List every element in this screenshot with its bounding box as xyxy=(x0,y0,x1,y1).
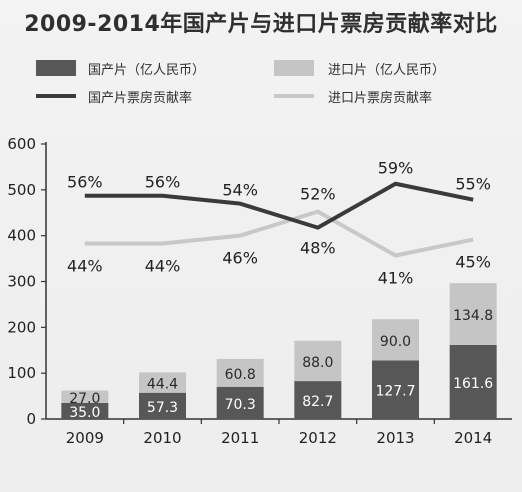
y-tick-label: 500 xyxy=(7,181,36,199)
y-tick-label: 600 xyxy=(7,135,36,153)
bar-domestic xyxy=(294,381,342,419)
bar-import-value-label: 27.0 xyxy=(69,391,100,407)
line-import-rate-label: 46% xyxy=(222,249,258,268)
bar-domestic-value-label: 70.3 xyxy=(225,397,256,413)
bar-import xyxy=(139,372,186,393)
bar-domestic xyxy=(139,392,186,419)
legend-swatch-domestic-rate xyxy=(36,94,76,98)
line-domestic-rate-label: 56% xyxy=(145,173,181,192)
x-tick-label: 2009 xyxy=(66,429,104,447)
line-domestic-rate-label: 54% xyxy=(222,181,258,200)
legend-swatch-import-rate xyxy=(274,94,314,98)
line-import-rate xyxy=(84,209,474,258)
y-tick-label: 0 xyxy=(26,410,36,428)
x-tick-label: 2011 xyxy=(221,429,259,447)
bar-import-value-label: 60.8 xyxy=(225,367,256,383)
x-tick-label: 2010 xyxy=(143,429,181,447)
bar-domestic-value-label: 161.6 xyxy=(453,376,493,392)
x-tick-label: 2013 xyxy=(376,429,414,447)
bar-import xyxy=(294,340,342,382)
line-import-rate-label: 52% xyxy=(300,185,336,204)
line-domestic-rate-label: 56% xyxy=(67,173,103,192)
line-domestic-rate-label: 59% xyxy=(378,159,414,178)
x-tick-label: 2012 xyxy=(299,429,337,447)
bar-import xyxy=(216,358,264,387)
y-tick-label: 100 xyxy=(7,364,36,382)
y-tick-label: 300 xyxy=(7,273,36,291)
line-import-rate-label: 44% xyxy=(145,257,181,276)
y-tick-label: 400 xyxy=(7,227,36,245)
bar-import xyxy=(61,390,109,403)
chart-title: 2009-2014年国产片与进口片票房贡献率对比 xyxy=(24,12,498,37)
bar-import-value-label: 88.0 xyxy=(302,355,333,371)
bar-domestic-value-label: 82.7 xyxy=(302,394,333,410)
line-import-rate-label: 41% xyxy=(378,269,414,288)
legend-label-domestic-rate: 国产片票房贡献率 xyxy=(88,91,193,106)
bar-import xyxy=(449,283,497,345)
legend-label-domestic-box: 国产片（亿人民币） xyxy=(88,63,206,78)
line-import-rate-label: 45% xyxy=(455,253,491,272)
y-tick-label: 200 xyxy=(7,318,36,336)
bar-domestic-value-label: 57.3 xyxy=(147,400,178,416)
line-domestic-rate-label: 55% xyxy=(455,175,491,194)
bar-domestic xyxy=(449,344,497,419)
legend-swatch-domestic-box xyxy=(36,60,76,76)
line-domestic-rate-label: 48% xyxy=(300,239,336,258)
bar-import-value-label: 90.0 xyxy=(380,334,411,350)
bar-domestic xyxy=(216,386,264,419)
line-domestic-rate xyxy=(84,181,474,230)
x-tick-label: 2014 xyxy=(454,429,492,447)
bar-domestic-value-label: 127.7 xyxy=(375,384,415,400)
bar-domestic xyxy=(372,360,419,419)
bar-import-value-label: 134.8 xyxy=(453,308,493,324)
bar-domestic xyxy=(61,402,109,419)
legend-label-import-rate: 进口片票房贡献率 xyxy=(328,91,433,106)
line-import-rate-label: 44% xyxy=(67,257,103,276)
legend-swatch-import-box xyxy=(274,60,314,76)
bar-import-value-label: 44.4 xyxy=(147,377,178,393)
legend-label-import-box: 进口片（亿人民币） xyxy=(328,63,446,78)
bar-import xyxy=(372,319,419,361)
bar-domestic-value-label: 35.0 xyxy=(69,405,100,421)
